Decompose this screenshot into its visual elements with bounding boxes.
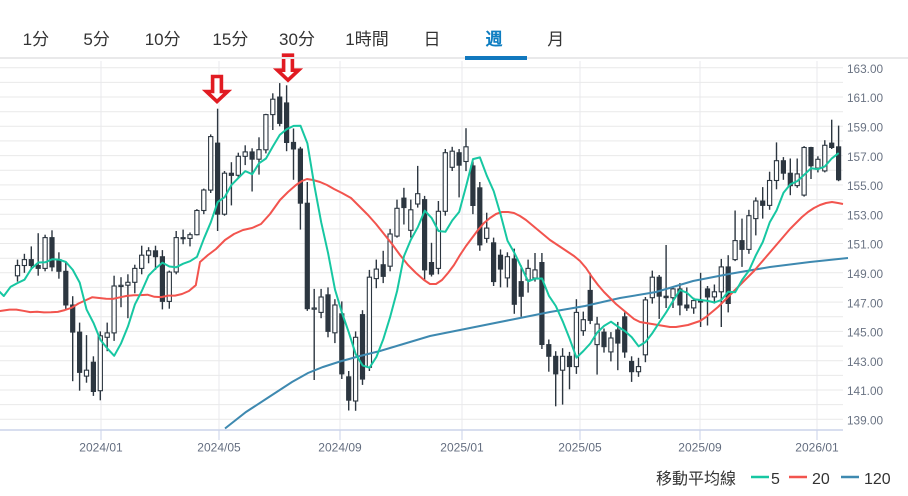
svg-text:139.00: 139.00 xyxy=(847,414,884,428)
svg-text:120: 120 xyxy=(864,471,891,488)
svg-text:149.00: 149.00 xyxy=(847,267,884,281)
svg-text:163.00: 163.00 xyxy=(847,62,884,76)
svg-text:143.00: 143.00 xyxy=(847,355,884,369)
svg-text:5: 5 xyxy=(771,471,780,488)
svg-text:2024/05: 2024/05 xyxy=(197,441,241,455)
svg-text:20: 20 xyxy=(812,471,830,488)
svg-text:159.00: 159.00 xyxy=(847,121,884,135)
svg-text:移動平均線: 移動平均線 xyxy=(656,470,736,488)
svg-text:2025/01: 2025/01 xyxy=(440,441,484,455)
svg-text:153.00: 153.00 xyxy=(847,208,884,222)
svg-text:147.00: 147.00 xyxy=(847,296,884,310)
svg-text:2024/01: 2024/01 xyxy=(79,441,123,455)
svg-text:145.00: 145.00 xyxy=(847,326,884,340)
svg-text:2025/09: 2025/09 xyxy=(678,441,722,455)
svg-text:141.00: 141.00 xyxy=(847,384,884,398)
svg-text:151.00: 151.00 xyxy=(847,238,884,252)
svg-text:2026/01: 2026/01 xyxy=(795,441,839,455)
svg-text:2024/09: 2024/09 xyxy=(318,441,362,455)
svg-text:155.00: 155.00 xyxy=(847,179,884,193)
svg-text:2025/05: 2025/05 xyxy=(558,441,602,455)
svg-text:157.00: 157.00 xyxy=(847,150,884,164)
svg-text:161.00: 161.00 xyxy=(847,91,884,105)
